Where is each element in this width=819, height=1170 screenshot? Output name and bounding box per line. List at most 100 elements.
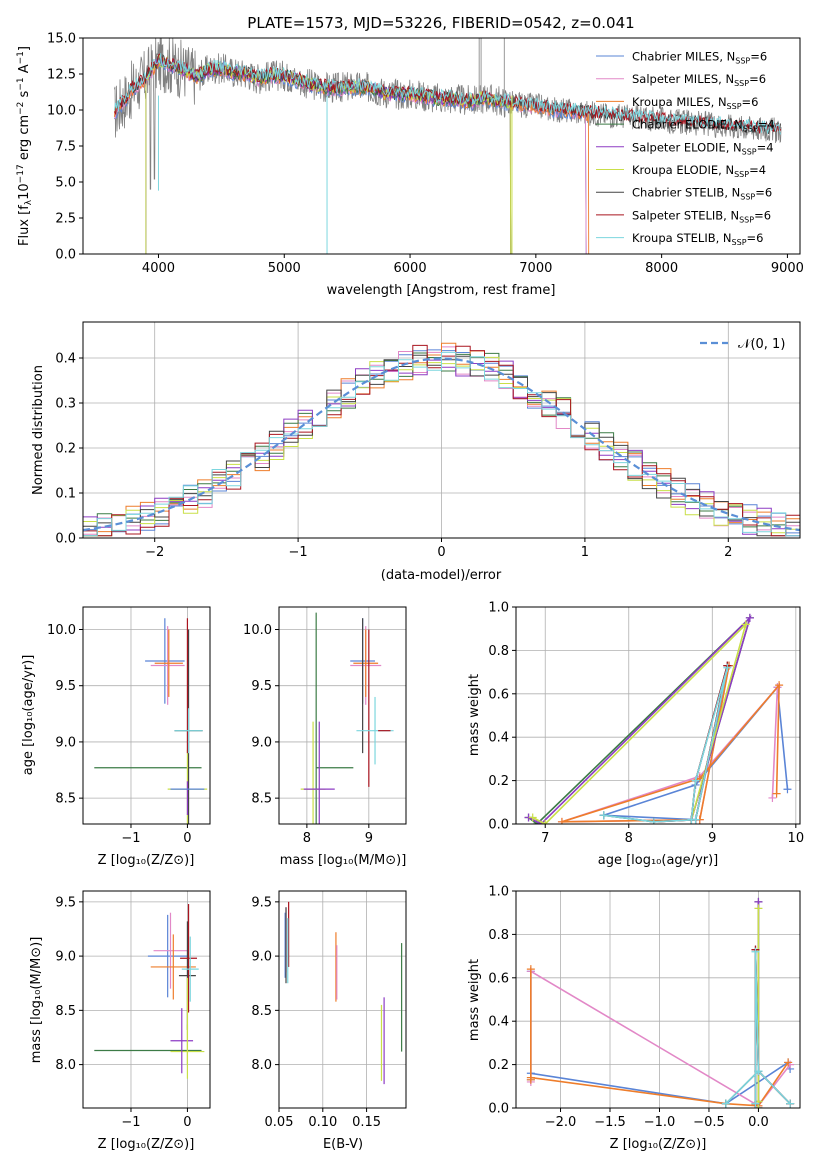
legend-value: =4 — [758, 118, 775, 132]
tick-label-y: 10.0 — [47, 104, 76, 119]
legend-subscript: SSP — [742, 147, 757, 156]
axes-frame — [278, 890, 407, 1109]
axes-age_vs_Z: −1 0 8.5 9.0 9.5 10.0 — [47, 606, 211, 846]
tick-label-y: 9.5 — [55, 679, 76, 694]
tick-label-y: 1.0 — [488, 601, 509, 616]
weight-marker — [754, 1067, 763, 1076]
weight-series-line — [532, 621, 748, 824]
tick-label-y: 0.4 — [488, 731, 509, 746]
legend-value: =4 — [749, 163, 766, 177]
weight-marker — [691, 815, 700, 824]
tick-label-y: 12.5 — [47, 68, 76, 83]
legend-label: 𝒩(0, 1) — [738, 337, 785, 352]
tick-label-y: 0.4 — [488, 1015, 509, 1030]
weight-marker — [649, 817, 658, 824]
axes-residuals: −2 −1 0 1 2 0.0 0.1 0.2 0.3 0.4 𝒩(0, 1) — [55, 321, 801, 560]
weight-marker — [721, 1099, 730, 1108]
weight-marker — [599, 811, 608, 820]
tick-label-y: 15.0 — [47, 32, 76, 47]
tick-label-y: 8.5 — [251, 1004, 272, 1019]
weight-marker — [526, 1075, 535, 1084]
plot-area-mass_vs_Z — [94, 904, 205, 1079]
tick-label-x: −0.5 — [693, 1115, 725, 1130]
tick-label-y: 0.4 — [55, 352, 76, 367]
legend-subscript: SSP — [739, 215, 754, 224]
tick-label-y: 8.0 — [55, 1058, 76, 1073]
plot-area-residuals — [83, 342, 800, 537]
z-axis-label: Z [log₁₀(Z/Z⊙)] — [610, 1137, 707, 1152]
legend-label: Salpeter STELIB, NSSP=6 — [632, 208, 771, 224]
tick-label-x: 0.15 — [352, 1115, 381, 1130]
tick-label-y: 1.0 — [488, 885, 509, 900]
tick-label-y: 9.0 — [251, 950, 272, 965]
weight-marker — [723, 663, 732, 672]
age-axis-label: age [log₁₀(age/yr)] — [598, 853, 719, 868]
tick-label-y: 5.0 — [55, 176, 76, 191]
tick-label-x: 9 — [708, 831, 716, 846]
plot-area-spectrum — [113, 38, 782, 254]
weight-marker — [754, 1104, 763, 1108]
model-spectrum-line — [113, 53, 782, 135]
weight-series-line — [603, 667, 729, 823]
axes-age_vs_mass: 8 9 8.5 9.0 9.5 10.0 — [243, 606, 407, 846]
tick-label-y: 9.5 — [55, 895, 76, 910]
tick-label-y: 0.0 — [55, 532, 76, 547]
tick-label-y: 0.2 — [55, 442, 76, 457]
axes-frame — [515, 890, 801, 1109]
weight-marker — [751, 947, 760, 956]
legend-subscript: SSP — [734, 170, 749, 179]
tick-label-y: 0.0 — [55, 248, 76, 263]
legend-label: Kroupa MILES, NSSP=6 — [632, 95, 758, 111]
weight-series-line — [653, 665, 729, 823]
weight-series-line — [725, 951, 791, 1105]
legend-label: Chabrier ELODIE, NSSP=4 — [632, 118, 775, 134]
tick-label-y: 8.5 — [251, 792, 272, 807]
tick-label-y: 9.0 — [55, 735, 76, 750]
tick-label-y: 7.5 — [55, 140, 76, 155]
tick-label-x: 2 — [724, 545, 732, 560]
weight-marker — [768, 793, 777, 802]
axes-weight_vs_age: 7 8 9 10 0.0 0.2 0.4 0.6 0.8 1.0 — [488, 601, 804, 847]
weight-marker — [557, 817, 566, 824]
plot-area-age_vs_Z — [94, 618, 208, 824]
plot-area-weight_vs_age — [524, 613, 792, 824]
weight-marker — [754, 904, 763, 913]
weight-series-line — [561, 665, 779, 823]
weight-series-line — [530, 971, 791, 1105]
tick-label-x: 9000 — [771, 261, 804, 276]
tick-label-x: −1 — [121, 1115, 140, 1130]
tick-label-x: 0 — [183, 1115, 191, 1130]
tick-label-y: 0.0 — [488, 1102, 509, 1117]
normal-curve — [83, 357, 800, 532]
mass-axis-label: mass [log₁₀(M/M⊙)] — [29, 937, 44, 1064]
tick-label-y: 0.3 — [55, 397, 76, 412]
tick-label-y: 9.0 — [251, 735, 272, 750]
legend-label: Kroupa ELODIE, NSSP=4 — [632, 163, 766, 179]
ebv-axis-label: E(B-V) — [323, 1137, 363, 1152]
legend: 𝒩(0, 1) — [700, 337, 785, 352]
weight-marker — [541, 820, 550, 824]
legend-label: Salpeter MILES, NSSP=6 — [632, 72, 766, 88]
tick-label-x: 9 — [365, 831, 373, 846]
tick-label-y: 8.5 — [55, 792, 76, 807]
tick-label-x: 5000 — [268, 261, 301, 276]
tick-label-y: 2.5 — [55, 212, 76, 227]
tick-label-x: 0.05 — [265, 1115, 294, 1130]
tick-label-x: −1 — [121, 831, 140, 846]
tick-label-x: 10 — [788, 831, 805, 846]
axes-weight_vs_Z: −2.0 −1.5 −1.0 −0.5 0.0 0.0 0.2 0.4 0.6 0.8 1.0 — [488, 885, 801, 1130]
legend-value: =6 — [754, 208, 771, 222]
legend-subscript: SSP — [740, 193, 755, 202]
weight-marker — [784, 1058, 793, 1067]
weight-marker — [786, 1099, 795, 1108]
tick-label-x: −1.0 — [644, 1115, 676, 1130]
tick-label-x: 7 — [541, 831, 549, 846]
tick-label-y: 0.2 — [488, 1058, 509, 1073]
weight-marker — [772, 789, 781, 798]
age-axis-label: age [log₁₀(age/yr)] — [21, 655, 36, 776]
weight-marker — [741, 620, 750, 629]
tick-label-x: −1 — [289, 545, 308, 560]
legend-subscript: SSP — [735, 57, 750, 66]
weight-marker — [526, 965, 535, 974]
weight-series-line — [528, 615, 752, 824]
